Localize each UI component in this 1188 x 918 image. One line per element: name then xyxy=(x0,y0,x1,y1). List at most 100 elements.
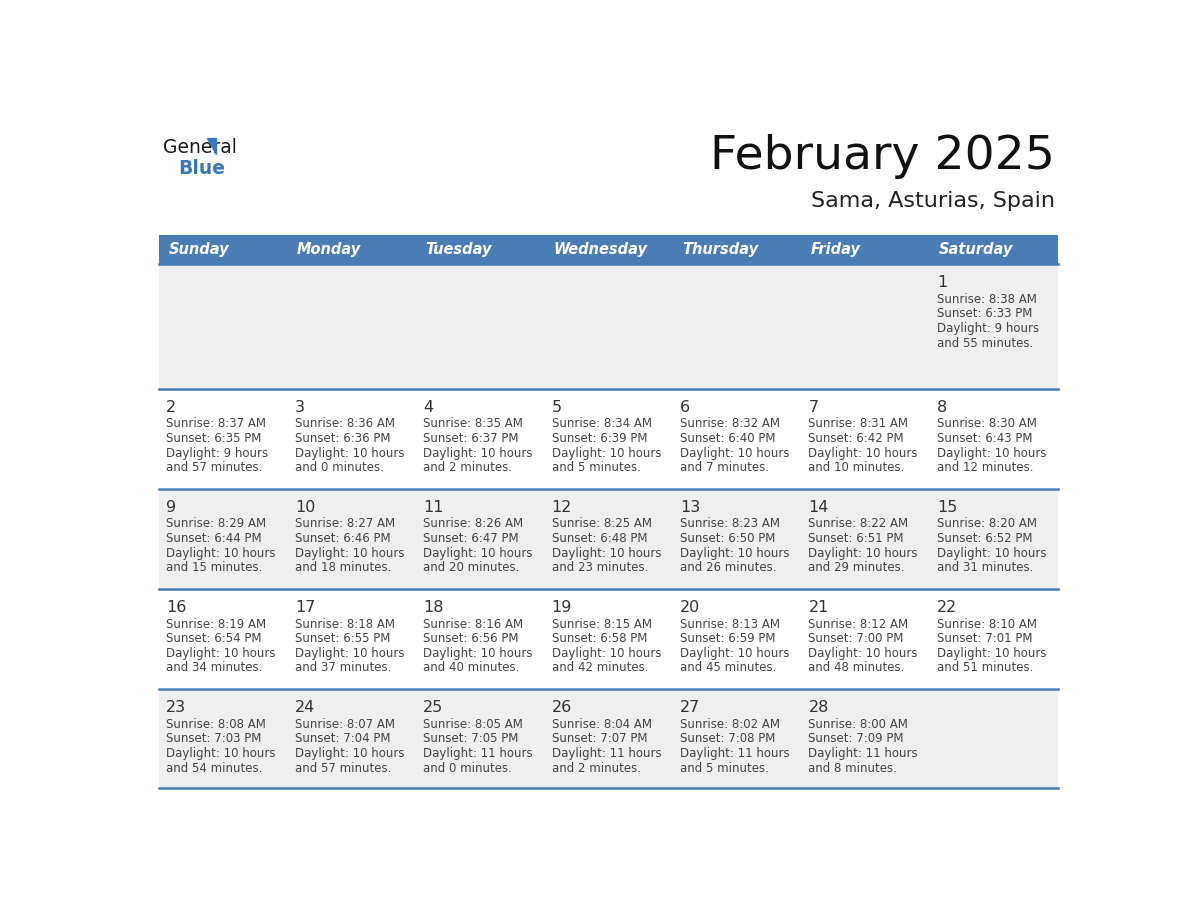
Text: Sunrise: 8:05 AM: Sunrise: 8:05 AM xyxy=(423,718,523,731)
Text: Sunrise: 8:15 AM: Sunrise: 8:15 AM xyxy=(551,618,651,631)
Text: 23: 23 xyxy=(166,700,187,715)
Text: Daylight: 11 hours: Daylight: 11 hours xyxy=(809,747,918,760)
Text: Sunset: 6:33 PM: Sunset: 6:33 PM xyxy=(937,308,1032,320)
Text: Daylight: 10 hours: Daylight: 10 hours xyxy=(680,547,790,560)
Text: Daylight: 11 hours: Daylight: 11 hours xyxy=(551,747,662,760)
Text: Daylight: 10 hours: Daylight: 10 hours xyxy=(295,647,404,660)
Text: 22: 22 xyxy=(937,599,958,615)
Text: 24: 24 xyxy=(295,700,315,715)
Text: Sunrise: 8:22 AM: Sunrise: 8:22 AM xyxy=(809,518,909,531)
Text: Sunday: Sunday xyxy=(169,242,229,257)
Text: and 40 minutes.: and 40 minutes. xyxy=(423,662,519,675)
Text: and 15 minutes.: and 15 minutes. xyxy=(166,562,263,575)
Text: 8: 8 xyxy=(937,399,947,415)
Text: Sunrise: 8:29 AM: Sunrise: 8:29 AM xyxy=(166,518,266,531)
Text: Daylight: 9 hours: Daylight: 9 hours xyxy=(937,322,1040,335)
Text: Sunset: 6:54 PM: Sunset: 6:54 PM xyxy=(166,633,261,645)
Text: Daylight: 10 hours: Daylight: 10 hours xyxy=(809,447,918,460)
Text: Daylight: 11 hours: Daylight: 11 hours xyxy=(680,747,790,760)
Text: Daylight: 10 hours: Daylight: 10 hours xyxy=(551,647,661,660)
Bar xyxy=(159,689,1059,788)
Text: 21: 21 xyxy=(809,599,829,615)
Text: Daylight: 10 hours: Daylight: 10 hours xyxy=(166,647,276,660)
Text: and 20 minutes.: and 20 minutes. xyxy=(423,562,519,575)
Text: and 5 minutes.: and 5 minutes. xyxy=(680,762,769,775)
Text: and 2 minutes.: and 2 minutes. xyxy=(423,461,512,475)
Text: and 0 minutes.: and 0 minutes. xyxy=(423,762,512,775)
Text: 10: 10 xyxy=(295,499,315,515)
Text: and 55 minutes.: and 55 minutes. xyxy=(937,337,1034,350)
Text: Daylight: 10 hours: Daylight: 10 hours xyxy=(423,547,532,560)
Text: Thursday: Thursday xyxy=(682,242,758,257)
Text: 6: 6 xyxy=(680,399,690,415)
Text: 19: 19 xyxy=(551,599,571,615)
Text: Daylight: 10 hours: Daylight: 10 hours xyxy=(551,447,661,460)
Text: 25: 25 xyxy=(423,700,443,715)
Text: Sunrise: 8:18 AM: Sunrise: 8:18 AM xyxy=(295,618,394,631)
Text: Daylight: 10 hours: Daylight: 10 hours xyxy=(680,447,790,460)
Text: Sunset: 6:51 PM: Sunset: 6:51 PM xyxy=(809,532,904,545)
Text: 14: 14 xyxy=(809,499,829,515)
Text: Sunrise: 8:04 AM: Sunrise: 8:04 AM xyxy=(551,718,651,731)
Text: and 42 minutes.: and 42 minutes. xyxy=(551,662,649,675)
Text: Sunrise: 8:27 AM: Sunrise: 8:27 AM xyxy=(295,518,394,531)
Text: 16: 16 xyxy=(166,599,187,615)
Text: Sunrise: 8:37 AM: Sunrise: 8:37 AM xyxy=(166,418,266,431)
Text: Daylight: 9 hours: Daylight: 9 hours xyxy=(166,447,268,460)
Text: Sunset: 6:59 PM: Sunset: 6:59 PM xyxy=(680,633,776,645)
Text: Sunrise: 8:16 AM: Sunrise: 8:16 AM xyxy=(423,618,523,631)
Text: Sunrise: 8:00 AM: Sunrise: 8:00 AM xyxy=(809,718,909,731)
Text: Sunset: 7:01 PM: Sunset: 7:01 PM xyxy=(937,633,1032,645)
Text: Sunrise: 8:12 AM: Sunrise: 8:12 AM xyxy=(809,618,909,631)
Text: Sunset: 6:42 PM: Sunset: 6:42 PM xyxy=(809,432,904,445)
Text: Sunrise: 8:35 AM: Sunrise: 8:35 AM xyxy=(423,418,523,431)
Text: Sunset: 6:43 PM: Sunset: 6:43 PM xyxy=(937,432,1032,445)
Text: Daylight: 10 hours: Daylight: 10 hours xyxy=(809,647,918,660)
Text: 4: 4 xyxy=(423,399,434,415)
Text: Daylight: 10 hours: Daylight: 10 hours xyxy=(680,647,790,660)
Text: Sunset: 7:04 PM: Sunset: 7:04 PM xyxy=(295,733,390,745)
Text: Sunset: 6:40 PM: Sunset: 6:40 PM xyxy=(680,432,776,445)
Text: and 0 minutes.: and 0 minutes. xyxy=(295,461,384,475)
Text: Sunset: 6:46 PM: Sunset: 6:46 PM xyxy=(295,532,391,545)
Text: 26: 26 xyxy=(551,700,571,715)
Text: and 37 minutes.: and 37 minutes. xyxy=(295,662,391,675)
Text: and 5 minutes.: and 5 minutes. xyxy=(551,461,640,475)
Text: 11: 11 xyxy=(423,499,443,515)
Text: Sunrise: 8:32 AM: Sunrise: 8:32 AM xyxy=(680,418,781,431)
Text: 20: 20 xyxy=(680,599,700,615)
Text: Daylight: 10 hours: Daylight: 10 hours xyxy=(166,547,276,560)
Text: Sunrise: 8:38 AM: Sunrise: 8:38 AM xyxy=(937,293,1037,306)
Text: and 26 minutes.: and 26 minutes. xyxy=(680,562,777,575)
Text: and 18 minutes.: and 18 minutes. xyxy=(295,562,391,575)
Text: Sunrise: 8:19 AM: Sunrise: 8:19 AM xyxy=(166,618,266,631)
Text: 2: 2 xyxy=(166,399,177,415)
Text: and 48 minutes.: and 48 minutes. xyxy=(809,662,905,675)
Text: General: General xyxy=(163,139,238,157)
Polygon shape xyxy=(207,138,216,154)
Text: Wednesday: Wednesday xyxy=(554,242,647,257)
Text: February 2025: February 2025 xyxy=(710,134,1055,179)
Text: Tuesday: Tuesday xyxy=(425,242,492,257)
Text: Sunrise: 8:23 AM: Sunrise: 8:23 AM xyxy=(680,518,781,531)
Text: Daylight: 10 hours: Daylight: 10 hours xyxy=(166,747,276,760)
Text: and 23 minutes.: and 23 minutes. xyxy=(551,562,647,575)
Bar xyxy=(159,264,1059,389)
Text: 18: 18 xyxy=(423,599,443,615)
Text: 15: 15 xyxy=(937,499,958,515)
Text: Daylight: 10 hours: Daylight: 10 hours xyxy=(295,747,404,760)
Text: Sunrise: 8:31 AM: Sunrise: 8:31 AM xyxy=(809,418,909,431)
Text: 3: 3 xyxy=(295,399,305,415)
Text: Sunset: 6:44 PM: Sunset: 6:44 PM xyxy=(166,532,261,545)
Text: Sunrise: 8:08 AM: Sunrise: 8:08 AM xyxy=(166,718,266,731)
Text: Daylight: 10 hours: Daylight: 10 hours xyxy=(937,647,1047,660)
Text: Daylight: 10 hours: Daylight: 10 hours xyxy=(551,547,661,560)
Text: Sunset: 6:36 PM: Sunset: 6:36 PM xyxy=(295,432,390,445)
Text: Sunset: 6:47 PM: Sunset: 6:47 PM xyxy=(423,532,519,545)
Text: Sunset: 6:37 PM: Sunset: 6:37 PM xyxy=(423,432,519,445)
Text: Monday: Monday xyxy=(297,242,361,257)
Text: and 10 minutes.: and 10 minutes. xyxy=(809,461,905,475)
Text: and 34 minutes.: and 34 minutes. xyxy=(166,662,263,675)
Text: Daylight: 10 hours: Daylight: 10 hours xyxy=(423,447,532,460)
Text: Sunset: 6:52 PM: Sunset: 6:52 PM xyxy=(937,532,1032,545)
